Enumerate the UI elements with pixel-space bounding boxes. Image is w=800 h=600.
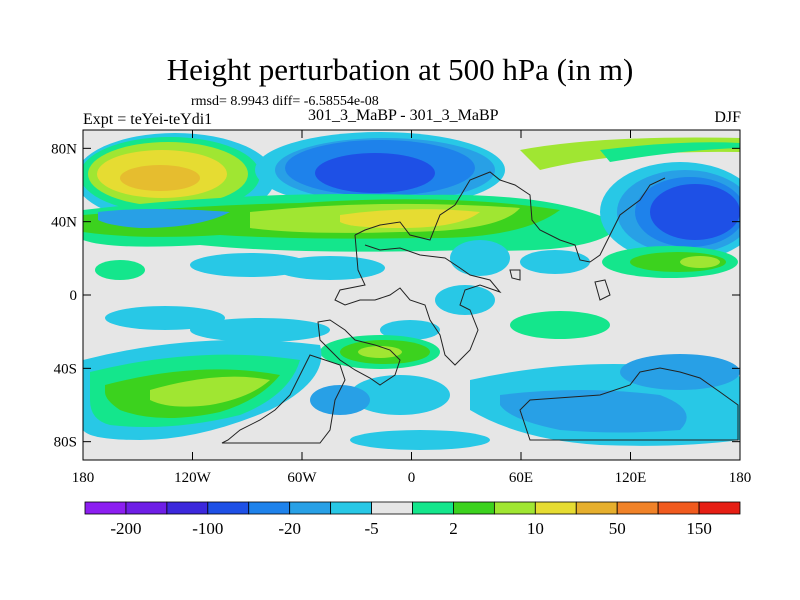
asian-low-anomaly <box>600 162 740 262</box>
colorbar-swatch <box>698 501 741 515</box>
contour-field <box>83 132 740 450</box>
colorbar-swatch <box>248 501 291 515</box>
south-tropical-ridge <box>320 335 440 369</box>
north-pacific-anomaly <box>83 133 275 223</box>
x-tick-label: 60E <box>509 470 533 486</box>
colorbar-label: -5 <box>364 519 378 538</box>
colorbar-swatch <box>412 501 454 515</box>
colorbar-swatch <box>534 501 577 515</box>
colorbar-label: 50 <box>609 519 626 538</box>
colorbar-label: -20 <box>278 519 301 538</box>
colorbar-label: -100 <box>192 519 223 538</box>
y-tick-label: 80N <box>51 141 77 157</box>
x-tick-label: 60W <box>287 470 317 486</box>
x-tick-label: 120E <box>615 470 647 486</box>
colorbar-swatch <box>616 501 659 515</box>
colorbar-swatch <box>575 501 618 515</box>
colorbar-label: -200 <box>110 519 141 538</box>
colorbar-swatch <box>207 501 250 515</box>
chart-title: Height perturbation at 500 hPa (in m) <box>166 52 634 87</box>
arctic-low-anomaly <box>255 132 505 208</box>
x-tick-label: 180 <box>729 470 752 486</box>
y-tick-label: 40N <box>51 215 77 231</box>
colorbar-swatch <box>166 501 209 515</box>
season-label: DJF <box>714 109 741 126</box>
stats-label: rmsd= 8.9943 diff= -6.58554e-08 <box>191 94 379 109</box>
y-tick-label: 0 <box>70 288 78 304</box>
x-tick-label: 0 <box>408 470 416 486</box>
colorbar-swatch <box>453 501 495 515</box>
midlatitude-ridge <box>83 194 620 252</box>
experiment-label: Expt = teYei-teYdi1 <box>83 111 213 128</box>
colorbar-label: 10 <box>527 519 544 538</box>
model-comparison-label: 301_3_MaBP - 301_3_MaBP <box>308 107 499 124</box>
y-tick-label: 40S <box>54 361 77 377</box>
colorbar-swatch <box>84 501 127 515</box>
colorbar-label: 150 <box>686 519 712 538</box>
colorbar-swatch <box>493 501 536 515</box>
coastline <box>221 171 739 444</box>
colorbar-swatch <box>125 501 168 515</box>
colorbar-label: 2 <box>449 519 458 538</box>
colorbar-swatch <box>330 501 372 515</box>
colorbar-swatch <box>289 501 332 515</box>
colorbar-swatch <box>657 501 700 515</box>
colorbar-swatch <box>371 501 413 515</box>
x-tick-label: 120W <box>174 470 212 486</box>
x-tick-label: 180 <box>72 470 95 486</box>
southern-ocean-anomalies <box>83 340 740 450</box>
y-tick-label: 80S <box>54 435 77 451</box>
